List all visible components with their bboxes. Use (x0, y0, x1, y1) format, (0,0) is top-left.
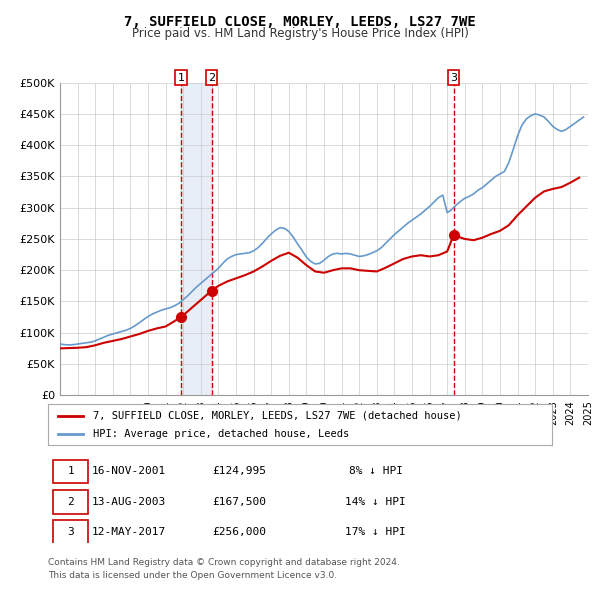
FancyBboxPatch shape (53, 520, 88, 544)
Text: 14% ↓ HPI: 14% ↓ HPI (345, 497, 406, 507)
Text: HPI: Average price, detached house, Leeds: HPI: Average price, detached house, Leed… (94, 429, 350, 439)
Text: £167,500: £167,500 (212, 497, 266, 507)
Text: 16-NOV-2001: 16-NOV-2001 (92, 467, 166, 477)
Text: This data is licensed under the Open Government Licence v3.0.: This data is licensed under the Open Gov… (48, 571, 337, 579)
Text: 7, SUFFIELD CLOSE, MORLEY, LEEDS, LS27 7WE: 7, SUFFIELD CLOSE, MORLEY, LEEDS, LS27 7… (124, 15, 476, 29)
Text: 1: 1 (67, 467, 74, 477)
Text: 12-MAY-2017: 12-MAY-2017 (92, 527, 166, 537)
Text: 3: 3 (450, 73, 457, 83)
Text: 2: 2 (208, 73, 215, 83)
FancyBboxPatch shape (53, 490, 88, 513)
Text: Price paid vs. HM Land Registry's House Price Index (HPI): Price paid vs. HM Land Registry's House … (131, 27, 469, 40)
Text: 7, SUFFIELD CLOSE, MORLEY, LEEDS, LS27 7WE (detached house): 7, SUFFIELD CLOSE, MORLEY, LEEDS, LS27 7… (94, 411, 462, 421)
Text: 3: 3 (67, 527, 74, 537)
Text: £124,995: £124,995 (212, 467, 266, 477)
Bar (181, 83, 212, 395)
Text: 2: 2 (67, 497, 74, 507)
Text: 1: 1 (178, 73, 185, 83)
FancyBboxPatch shape (53, 460, 88, 483)
Text: Contains HM Land Registry data © Crown copyright and database right 2024.: Contains HM Land Registry data © Crown c… (48, 558, 400, 566)
Text: 17% ↓ HPI: 17% ↓ HPI (345, 527, 406, 537)
Text: 8% ↓ HPI: 8% ↓ HPI (349, 467, 403, 477)
Text: £256,000: £256,000 (212, 527, 266, 537)
Text: 13-AUG-2003: 13-AUG-2003 (92, 497, 166, 507)
